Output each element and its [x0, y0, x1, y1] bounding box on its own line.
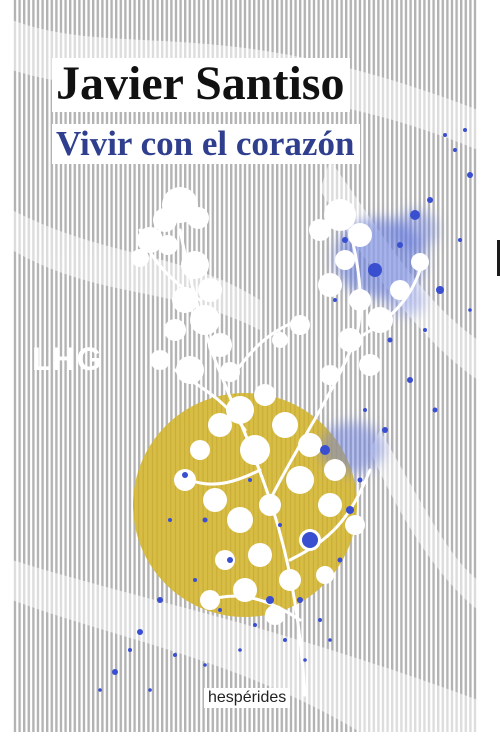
page-edge-mark	[497, 240, 500, 276]
white-flowers	[131, 187, 429, 697]
book-title: Vivir con el corazón	[52, 124, 361, 164]
imprint-logo: LHG	[32, 341, 103, 377]
book-cover: Javier Santiso Vivir con el corazón LHG …	[12, 0, 478, 732]
blue-splatter	[98, 128, 473, 692]
publisher-name: hespérides	[204, 688, 291, 708]
author-name: Javier Santiso	[52, 58, 351, 112]
cover-illustration	[12, 0, 478, 732]
